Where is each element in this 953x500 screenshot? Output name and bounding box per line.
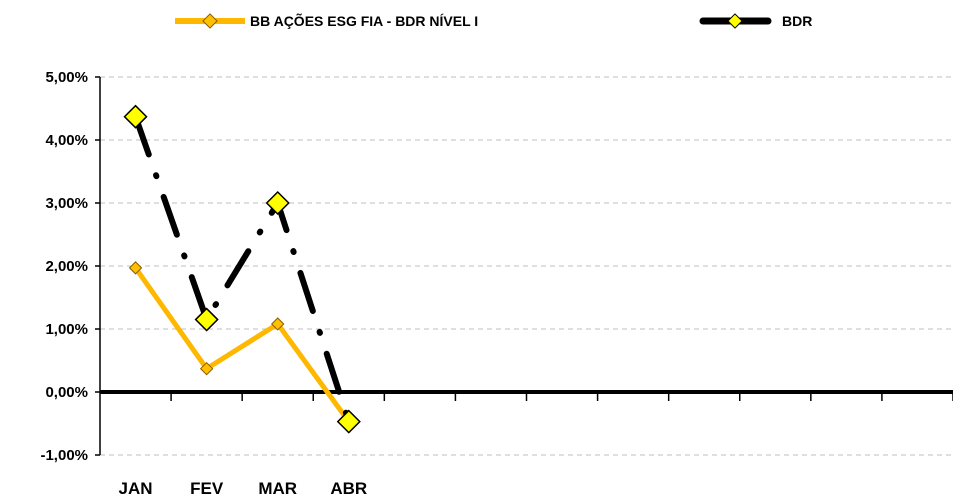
legend: BB AÇÕES ESG FIA - BDR NÍVEL I BDR [175, 12, 812, 29]
x-axis: JAN FEV MAR ABR [100, 390, 953, 498]
legend-item-series-2: BDR [699, 13, 812, 29]
y-tick-label: 2,00% [45, 258, 88, 275]
point-series-2 [265, 190, 290, 216]
legend-label-series-2: BDR [782, 13, 812, 29]
series-group [123, 104, 361, 434]
y-axis: -1,00% 0,00% 1,00% 2,00% 3,00% 4,00% 5,00% [40, 69, 101, 464]
point-series-1 [128, 261, 143, 275]
y-tick-label: -1,00% [40, 447, 88, 464]
legend-marker-series-1 [202, 13, 218, 29]
point-series-2 [336, 409, 361, 434]
x-tick-label: JAN [119, 479, 153, 498]
point-series-2 [123, 104, 148, 129]
series-line-2 [132, 113, 352, 425]
y-tick-label: 5,00% [45, 69, 88, 86]
y-tick-label: 1,00% [45, 321, 88, 338]
legend-label-series-1: BB AÇÕES ESG FIA - BDR NÍVEL I [250, 12, 478, 29]
gridlines [100, 76, 953, 456]
y-tick-label: 0,00% [45, 384, 88, 401]
series-line-1 [133, 265, 352, 425]
point-series-1 [199, 361, 214, 376]
y-tick-label: 3,00% [45, 195, 88, 212]
x-tick-label: ABR [330, 479, 367, 498]
x-tick-label: FEV [190, 479, 224, 498]
y-tick-label: 4,00% [45, 132, 88, 149]
point-series-1 [271, 317, 285, 331]
legend-item-series-1: BB AÇÕES ESG FIA - BDR NÍVEL I [175, 12, 478, 29]
x-tick-label: MAR [258, 479, 297, 498]
point-series-2 [194, 307, 219, 332]
legend-marker-series-2 [727, 13, 743, 29]
